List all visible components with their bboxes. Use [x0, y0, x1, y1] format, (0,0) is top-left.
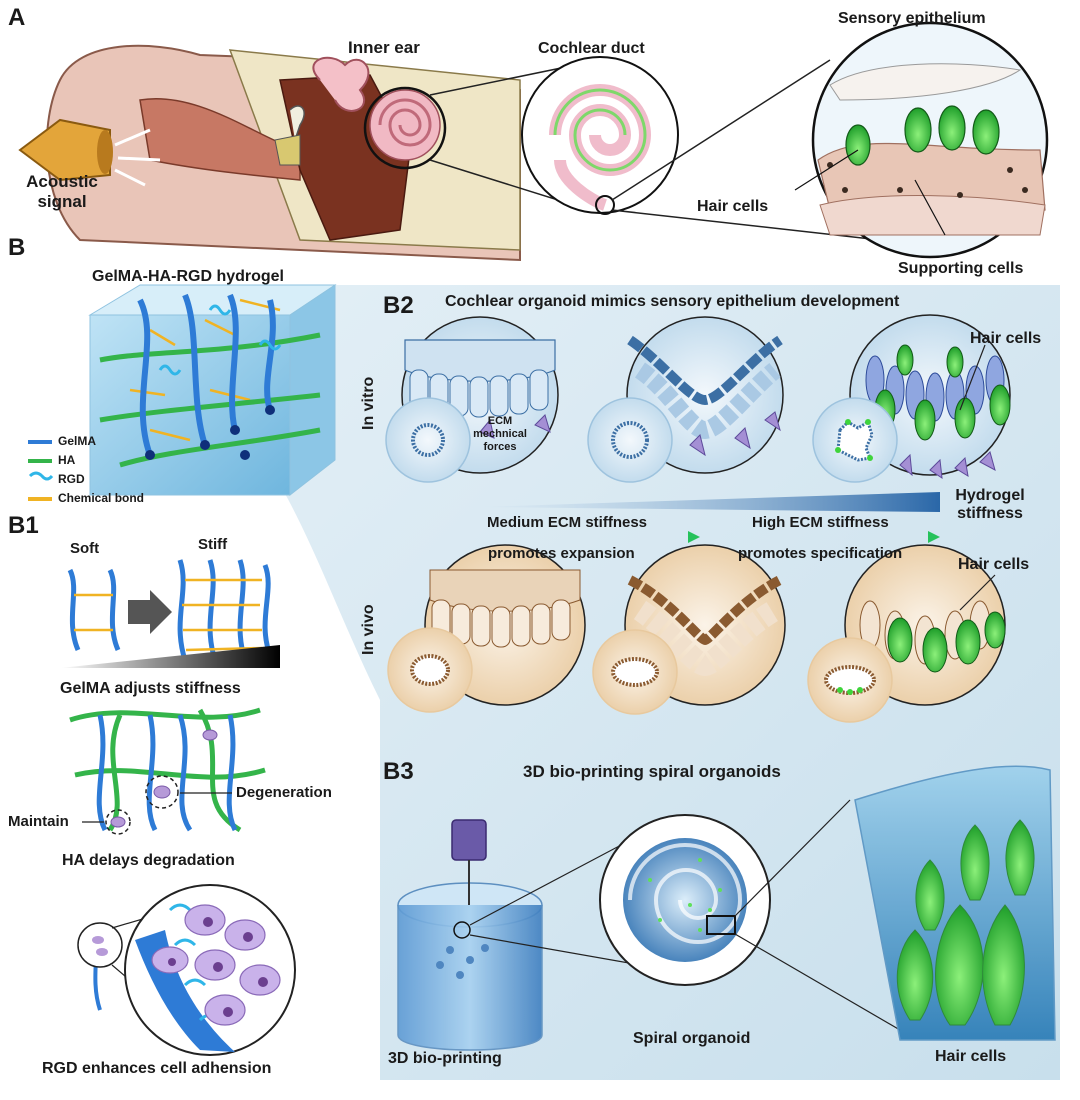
panel-label-a: A: [8, 4, 26, 31]
promotes-expansion-label: promotes expansion: [488, 545, 635, 562]
in-vitro-label: In vitro: [360, 376, 377, 430]
hair-cells-b3-label: Hair cells: [935, 1048, 1007, 1065]
cochlea-highlight-circle: [363, 86, 447, 170]
cochlear-duct-circle: [521, 56, 679, 215]
medium-stiffness-label: Medium ECM stiffness: [487, 514, 648, 531]
invitro-stage-1: [385, 316, 559, 483]
legend-label-bond: Chemical bond: [58, 491, 145, 505]
cochlear-duct-label: Cochlear duct: [538, 40, 645, 57]
promotes-specification-label: promotes specification: [738, 545, 903, 562]
hydrogel-stiffness-label: Hydrogel stiffness: [955, 487, 1025, 522]
gelma-caption: GelMA adjusts stiffness: [60, 680, 241, 697]
hydrogel-title: GelMA-HA-RGD hydrogel: [92, 268, 284, 285]
sensory-epithelium-circle: [811, 21, 1049, 259]
zoom-lines-spiral: [734, 799, 901, 1031]
invitro-stage-3: [812, 314, 1011, 483]
semicircular-canals-icon: [312, 56, 370, 112]
rgd-adhesion: [77, 884, 296, 1056]
legend-label-gelma: GelMA: [58, 434, 97, 448]
arrow-head-medium: [688, 531, 700, 543]
rgd-caption: RGD enhances cell adhension: [42, 1060, 272, 1077]
panel-label-b: B: [8, 234, 26, 261]
bioprinting-label: 3D bio-printing: [388, 1050, 502, 1067]
legend-label-rgd: RGD: [58, 472, 85, 486]
panel-label-b3: B3: [383, 758, 414, 785]
b3-title: 3D bio-printing spiral organoids: [523, 762, 781, 781]
ear-illustration: [18, 44, 521, 262]
invivo-stage-3: [807, 544, 1006, 723]
stiff-label: Stiff: [198, 536, 228, 553]
maintain-label: Maintain: [8, 813, 69, 830]
ha-network: [69, 707, 266, 835]
ecm-forces-label: ECM mechnical forces: [473, 415, 527, 453]
in-vivo-label: In vivo: [360, 604, 377, 655]
print-head-icon: [451, 819, 487, 861]
stiffness-wedge: [60, 645, 280, 668]
hydrogel-cube: [88, 284, 337, 497]
pointer-lines-a: [794, 149, 946, 236]
degeneration-label: Degeneration: [236, 784, 332, 801]
invivo-stage-1: [387, 544, 586, 713]
sensory-epithelium-label: Sensory epithelium: [838, 10, 986, 27]
spiral-organoid-label: Spiral organoid: [633, 1030, 751, 1047]
supporting-cells-label: Supporting cells: [898, 260, 1024, 277]
ha-caption: HA delays degradation: [62, 852, 235, 869]
stiff-network: [177, 559, 273, 661]
horn-icon: [18, 118, 111, 182]
arrow-right-icon: [128, 590, 172, 634]
hydrogel-stiffness-gradient: [480, 492, 940, 512]
b2-title: Cochlear organoid mimics sensory epithel…: [445, 293, 900, 310]
panel-label-b2: B2: [383, 292, 414, 319]
inner-ear-label: Inner ear: [348, 38, 420, 57]
legend-label-ha: HA: [58, 453, 76, 467]
panel-label-b1: B1: [8, 512, 39, 539]
soft-label: Soft: [70, 540, 100, 557]
pointer-line-hair-bottom: [959, 574, 996, 611]
spiral-organoid: [599, 814, 771, 986]
pointer-line-hair-top: [959, 344, 986, 411]
hair-cells-invitro-label: Hair cells: [970, 330, 1042, 347]
legend-swatch-rgd: [28, 471, 54, 481]
arrow-head-high: [928, 531, 940, 543]
zoom-lines-printer: [469, 834, 641, 966]
invitro-stage-2: [587, 316, 784, 483]
hair-cells-invivo-label: Hair cells: [958, 556, 1030, 573]
hair-cells-label-a: Hair cells: [697, 198, 769, 215]
invivo-stage-2: [592, 544, 786, 715]
high-stiffness-label: High ECM stiffness: [752, 514, 889, 531]
acoustic-signal-label: Acoustic signal: [26, 172, 98, 211]
soft-network: [67, 568, 121, 651]
hair-cell-block: [854, 765, 1056, 1041]
